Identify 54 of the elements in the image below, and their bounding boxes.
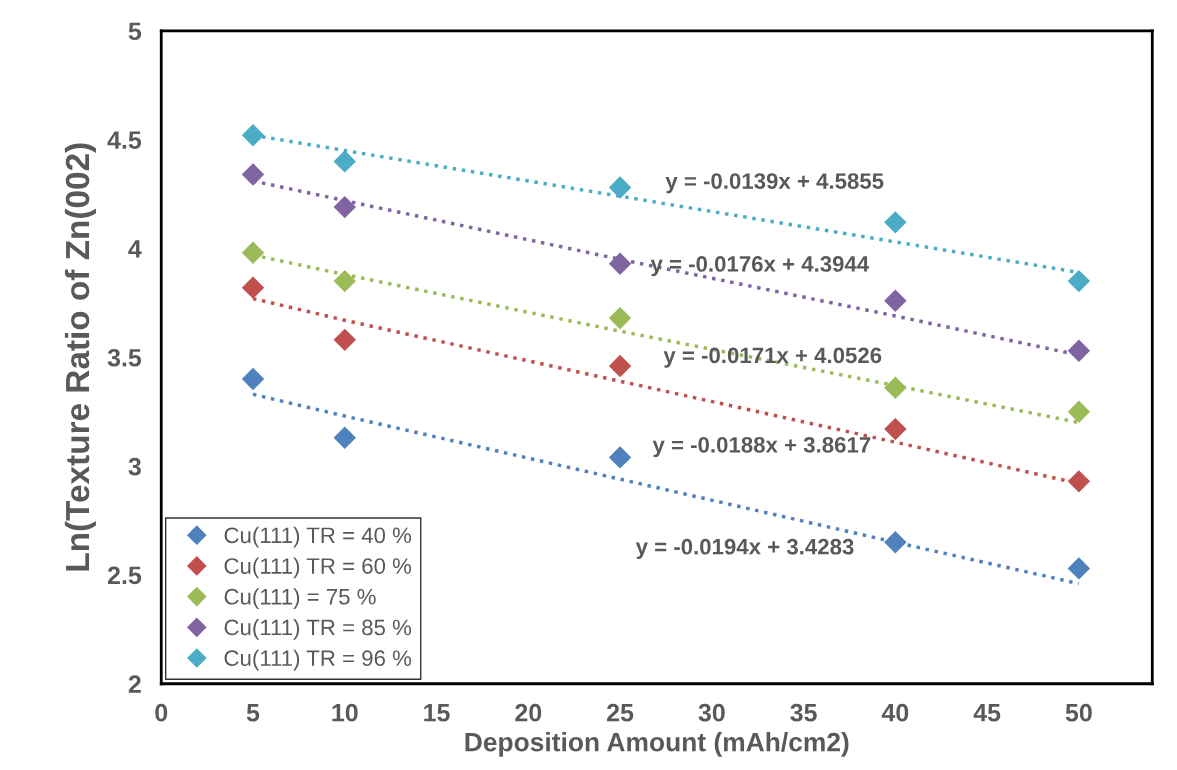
y-tick-label: 5 — [128, 22, 142, 41]
x-tick-label: 25 — [607, 703, 634, 722]
point — [608, 306, 632, 330]
point — [884, 211, 907, 234]
x-tick-label: 5 — [246, 704, 260, 722]
point — [241, 163, 265, 186]
point — [241, 241, 265, 264]
point — [333, 269, 356, 293]
y-tick-label: 2 — [128, 675, 141, 693]
point — [608, 354, 632, 378]
x-axis-title: Deposition Amount (mAh/cm2) — [465, 732, 849, 757]
x-tick-label: 35 — [790, 703, 817, 722]
point — [884, 531, 907, 554]
point — [1067, 557, 1091, 580]
point — [884, 376, 907, 399]
y-tick-label: 4 — [128, 240, 142, 258]
annotation: y = -0.0194x + 3.4283 — [635, 538, 854, 559]
point — [333, 195, 356, 219]
legend-label: Cu(111) TR = 40 % — [224, 526, 412, 548]
x-tick-label: 40 — [881, 703, 909, 722]
y-tick-label: 4.5 — [107, 131, 142, 149]
legend-label: Cu(111) TR = 60 % — [224, 557, 412, 579]
x-tick-label: 45 — [973, 704, 1001, 722]
point — [608, 446, 632, 469]
point — [608, 176, 632, 199]
annotation: y = -0.0188x + 3.8617 — [652, 436, 871, 458]
point — [1067, 339, 1091, 362]
x-tick-label: 30 — [698, 703, 725, 722]
point — [333, 150, 356, 173]
legend-label: Cu(111) = 75 % — [224, 588, 376, 609]
point — [1067, 400, 1091, 423]
x-tick-label: 0 — [155, 703, 168, 722]
legend-label: Cu(111) TR = 96 % — [224, 649, 412, 671]
point — [333, 426, 356, 450]
y-tick-label: 3.5 — [107, 348, 142, 367]
x-tick-label: 15 — [424, 704, 450, 722]
point — [241, 124, 265, 147]
point — [884, 289, 907, 312]
point — [241, 276, 265, 299]
annotation: y = -0.0139x + 4.5855 — [665, 173, 884, 194]
y-tick-label: 3 — [128, 457, 141, 476]
point — [1067, 269, 1091, 293]
x-tick-label: 10 — [332, 703, 358, 722]
y-tick-label: 2.5 — [107, 566, 142, 585]
legend-label: Cu(111) TR = 85 % — [224, 619, 412, 640]
annotation: y = -0.0176x + 4.3944 — [650, 256, 870, 277]
point — [608, 252, 632, 275]
x-tick-label: 20 — [515, 703, 542, 722]
y-axis-title: Ln(Texture Ratio of Zn(002) — [64, 143, 96, 571]
point — [333, 328, 356, 352]
point — [1067, 470, 1091, 493]
point — [884, 417, 907, 441]
x-tick-label: 50 — [1065, 703, 1092, 722]
point — [241, 367, 265, 391]
